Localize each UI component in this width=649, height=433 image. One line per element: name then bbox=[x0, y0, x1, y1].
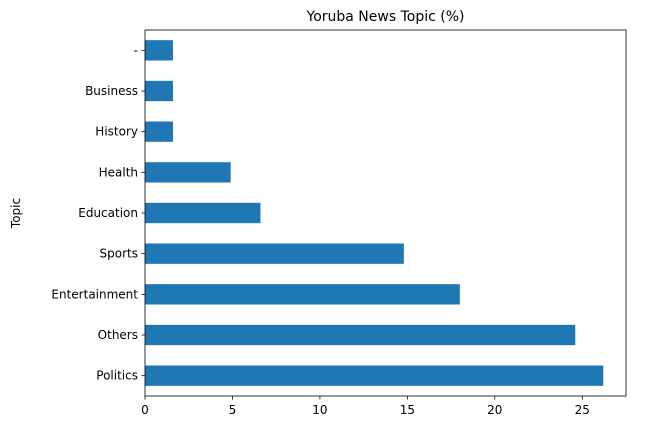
bar-entertainment bbox=[145, 284, 460, 305]
plot-frame bbox=[144, 29, 627, 397]
x-tick-label: 0 bbox=[141, 403, 149, 417]
x-tick-label: 25 bbox=[575, 403, 590, 417]
x-tick-label: 5 bbox=[229, 403, 237, 417]
x-ticks-group: 0 5 10 15 20 25 bbox=[141, 396, 590, 417]
y-tick-label: - bbox=[134, 43, 138, 57]
bar-education bbox=[145, 202, 261, 224]
y-tick-label: Others bbox=[98, 328, 138, 342]
x-tick-label: 20 bbox=[487, 403, 502, 417]
y-tick-label: Education bbox=[78, 206, 138, 220]
x-tick-label: 10 bbox=[312, 403, 327, 417]
bars-group bbox=[145, 40, 604, 386]
y-tick-label: Sports bbox=[100, 247, 138, 261]
y-tick-label: Health bbox=[99, 165, 138, 179]
bar-unlabeled bbox=[145, 40, 173, 61]
y-tick-label: Entertainment bbox=[51, 287, 138, 301]
bar-sports bbox=[145, 243, 404, 264]
bar-business bbox=[145, 80, 173, 102]
x-tick-label: 15 bbox=[400, 403, 415, 417]
y-tick-label: Business bbox=[85, 84, 138, 98]
bar-history bbox=[145, 121, 173, 142]
y-ticks-group: Politics Others Entertainment Sports Educati… bbox=[51, 43, 145, 383]
bar-politics bbox=[145, 365, 604, 386]
bar-others bbox=[145, 324, 576, 346]
y-tick-label: History bbox=[95, 125, 138, 139]
y-tick-label: Politics bbox=[96, 369, 138, 383]
y-axis-label: Topic bbox=[9, 198, 23, 229]
chart-title: Yoruba News Topic (%) bbox=[306, 9, 465, 25]
bar-health bbox=[145, 162, 231, 183]
